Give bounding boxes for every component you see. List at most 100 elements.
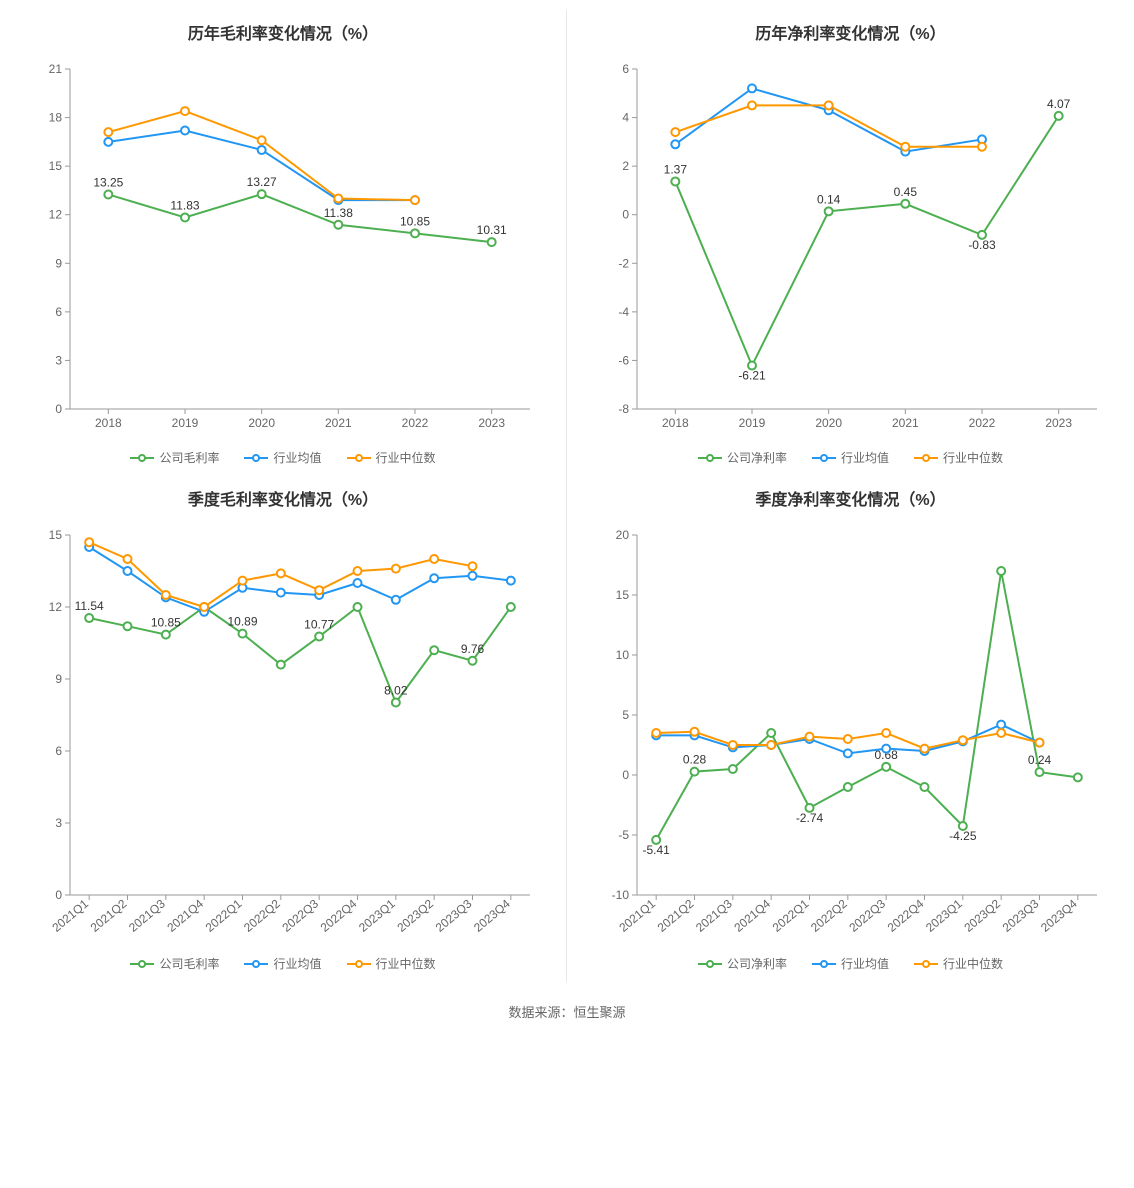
svg-text:-4: -4: [618, 305, 629, 319]
legend-label: 行业均值: [841, 955, 889, 972]
svg-text:-5: -5: [618, 828, 629, 842]
legend-item: 公司净利率: [698, 955, 787, 972]
panel-quarter-net: 季度净利率变化情况（%） -10-5051015202021Q12021Q220…: [567, 476, 1134, 982]
charts-grid: 历年毛利率变化情况（%） 036912151821201820192020202…: [0, 10, 1134, 982]
svg-text:11.54: 11.54: [75, 599, 104, 613]
svg-text:2023Q4: 2023Q4: [1038, 896, 1080, 934]
legend-label: 行业均值: [273, 955, 321, 972]
svg-text:1.37: 1.37: [664, 162, 688, 176]
svg-text:2022: 2022: [969, 416, 996, 430]
svg-text:0.14: 0.14: [817, 192, 841, 206]
svg-text:-4.25: -4.25: [949, 829, 977, 843]
chart-svg-annual-net: -8-6-4-202462018201920202021202220231.37…: [587, 59, 1107, 439]
svg-text:2021Q4: 2021Q4: [164, 896, 206, 934]
svg-text:2021Q2: 2021Q2: [655, 896, 697, 934]
svg-text:2022Q3: 2022Q3: [279, 896, 321, 934]
svg-text:-8: -8: [618, 402, 629, 416]
svg-text:2023: 2023: [1045, 416, 1072, 430]
svg-text:11.83: 11.83: [170, 198, 199, 212]
svg-text:-2.74: -2.74: [796, 811, 824, 825]
svg-text:2023Q4: 2023Q4: [471, 896, 513, 934]
legend-quarter-gross: 公司毛利率 行业均值 行业中位数: [20, 955, 546, 972]
svg-text:5: 5: [622, 708, 629, 722]
chart-svg-annual-gross: 03691215182120182019202020212022202313.2…: [20, 59, 540, 439]
legend-label: 行业中位数: [943, 955, 1003, 972]
legend-item: 行业均值: [244, 955, 321, 972]
legend-item: 行业均值: [812, 955, 889, 972]
svg-text:0: 0: [622, 768, 629, 782]
legend-label: 行业中位数: [943, 449, 1003, 466]
chart-title: 历年净利率变化情况（%）: [587, 20, 1114, 44]
svg-text:2019: 2019: [739, 416, 766, 430]
legend-annual-net: 公司净利率 行业均值 行业中位数: [587, 449, 1114, 466]
svg-text:2023Q3: 2023Q3: [1000, 896, 1042, 934]
svg-text:15: 15: [49, 159, 63, 173]
svg-text:2022Q2: 2022Q2: [241, 896, 283, 934]
legend-item: 行业均值: [812, 449, 889, 466]
svg-text:-6: -6: [618, 353, 629, 367]
panel-annual-net: 历年净利率变化情况（%） -8 -6 -4 -2 0 2 4 6 2018 2019 2020 202…: [567, 10, 1134, 476]
legend-label: 行业中位数: [376, 449, 436, 466]
svg-text:6: 6: [55, 305, 62, 319]
chart-title: 季度毛利率变化情况（%）: [20, 486, 546, 510]
legend-quarter-net: 公司净利率 行业均值 行业中位数: [587, 955, 1114, 972]
svg-text:10.85: 10.85: [151, 616, 181, 630]
legend-label: 公司净利率: [727, 955, 787, 972]
svg-text:21: 21: [49, 62, 63, 76]
svg-text:10.89: 10.89: [227, 615, 257, 629]
legend-item: 公司净利率: [698, 449, 787, 466]
legend-label: 公司净利率: [727, 449, 787, 466]
svg-text:2023Q1: 2023Q1: [356, 896, 398, 934]
svg-text:13.25: 13.25: [93, 175, 123, 189]
svg-text:2023Q2: 2023Q2: [961, 896, 1003, 934]
svg-text:10.77: 10.77: [304, 618, 334, 632]
chart-svg-quarter-gross: 036912152021Q12021Q22021Q32021Q42022Q120…: [20, 525, 540, 945]
legend-label: 行业中位数: [376, 955, 436, 972]
svg-text:6: 6: [622, 62, 629, 76]
svg-text:2023Q2: 2023Q2: [394, 896, 436, 934]
legend-annual-gross: 公司毛利率 行业均值 行业中位数: [20, 449, 546, 466]
data-source-footer: 数据来源：恒生聚源: [0, 1002, 1134, 1021]
svg-text:2023: 2023: [478, 416, 505, 430]
svg-text:15: 15: [616, 588, 630, 602]
svg-text:9.76: 9.76: [461, 642, 485, 656]
svg-text:3: 3: [55, 816, 62, 830]
svg-text:-6.21: -6.21: [738, 369, 766, 383]
svg-text:9: 9: [55, 672, 62, 686]
svg-text:12: 12: [49, 208, 63, 222]
svg-text:10.85: 10.85: [400, 214, 430, 228]
svg-text:0.45: 0.45: [894, 185, 918, 199]
svg-text:8.02: 8.02: [384, 684, 408, 698]
svg-text:2: 2: [622, 159, 629, 173]
svg-text:6: 6: [55, 744, 62, 758]
svg-text:0: 0: [622, 208, 629, 222]
svg-text:10: 10: [616, 648, 630, 662]
svg-text:4.07: 4.07: [1047, 97, 1071, 111]
legend-item: 行业中位数: [914, 955, 1003, 972]
svg-text:2021Q3: 2021Q3: [693, 896, 735, 934]
svg-text:18: 18: [49, 111, 63, 125]
svg-text:2021Q3: 2021Q3: [126, 896, 168, 934]
legend-item: 行业中位数: [347, 955, 436, 972]
svg-text:2022Q1: 2022Q1: [203, 896, 245, 934]
svg-text:-2: -2: [618, 256, 629, 270]
svg-text:2018: 2018: [95, 416, 122, 430]
legend-label: 公司毛利率: [159, 955, 219, 972]
legend-label: 公司毛利率: [159, 449, 219, 466]
svg-text:13.27: 13.27: [247, 175, 277, 189]
svg-text:2020: 2020: [248, 416, 275, 430]
chart-title: 季度净利率变化情况（%）: [587, 486, 1114, 510]
svg-text:-0.83: -0.83: [968, 238, 996, 252]
svg-text:2019: 2019: [172, 416, 199, 430]
svg-text:2021Q4: 2021Q4: [731, 896, 773, 934]
svg-text:11.38: 11.38: [324, 206, 353, 220]
svg-text:2022Q4: 2022Q4: [318, 896, 360, 934]
svg-text:10.31: 10.31: [477, 223, 507, 237]
svg-text:4: 4: [622, 111, 629, 125]
svg-text:0: 0: [55, 888, 62, 902]
legend-label: 行业均值: [273, 449, 321, 466]
svg-text:2018: 2018: [662, 416, 689, 430]
svg-text:-10: -10: [612, 888, 630, 902]
svg-text:2022Q1: 2022Q1: [770, 896, 812, 934]
svg-text:2020: 2020: [815, 416, 842, 430]
